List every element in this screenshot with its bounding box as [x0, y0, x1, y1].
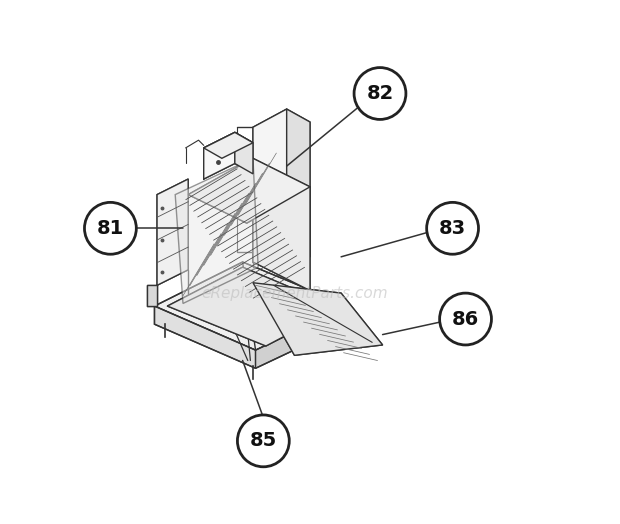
Polygon shape: [204, 133, 235, 179]
Circle shape: [84, 202, 136, 254]
Text: eReplacementParts.com: eReplacementParts.com: [201, 286, 388, 301]
Text: 85: 85: [250, 431, 277, 450]
Polygon shape: [175, 158, 258, 303]
Polygon shape: [253, 158, 310, 290]
Polygon shape: [253, 109, 286, 262]
Text: 82: 82: [366, 84, 394, 103]
Polygon shape: [157, 179, 188, 286]
Polygon shape: [204, 133, 253, 158]
Text: 81: 81: [97, 219, 124, 238]
Polygon shape: [154, 262, 349, 350]
Polygon shape: [154, 306, 255, 368]
Polygon shape: [235, 133, 253, 174]
Polygon shape: [286, 109, 310, 257]
Polygon shape: [147, 286, 157, 306]
Circle shape: [354, 68, 406, 119]
Text: 83: 83: [439, 219, 466, 238]
Polygon shape: [188, 158, 310, 223]
Circle shape: [440, 293, 492, 345]
Polygon shape: [167, 267, 339, 346]
Polygon shape: [253, 283, 383, 355]
Polygon shape: [255, 306, 349, 368]
Circle shape: [237, 415, 290, 467]
Circle shape: [427, 202, 479, 254]
Text: 86: 86: [452, 310, 479, 329]
